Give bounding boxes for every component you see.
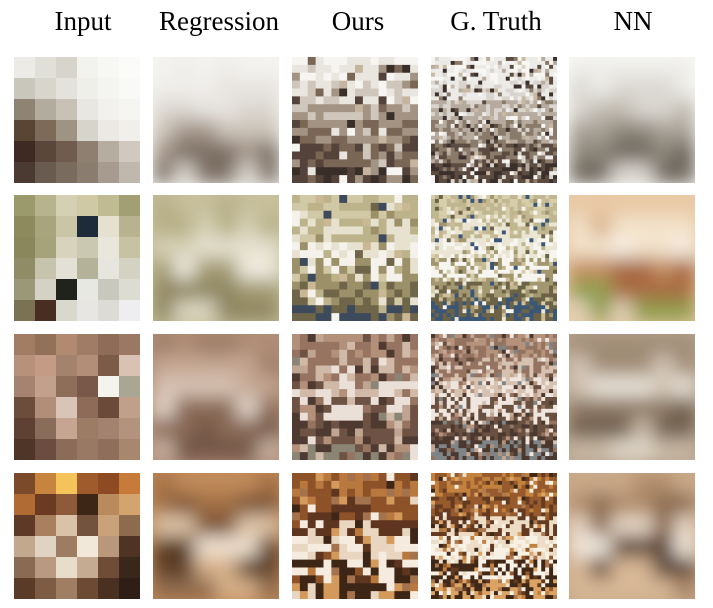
image-ground-truth-row-2 [431, 195, 557, 321]
image-input-row-3 [14, 334, 140, 460]
image-ours-row-2 [292, 195, 418, 321]
image-input-row-1 [14, 57, 140, 183]
column-header-ground-truth: G. Truth [450, 6, 542, 36]
image-nn-row-4 [569, 473, 695, 599]
image-nn-row-1 [569, 57, 695, 183]
image-input-row-2 [14, 195, 140, 321]
image-ours-row-1 [292, 57, 418, 183]
image-ground-truth-row-3 [431, 334, 557, 460]
image-nn-row-2 [569, 195, 695, 321]
column-header-input: Input [54, 6, 112, 36]
image-nn-row-3 [569, 334, 695, 460]
image-ours-row-3 [292, 334, 418, 460]
image-input-row-4 [14, 473, 140, 599]
image-regression-row-2 [153, 195, 279, 321]
image-regression-row-4 [153, 473, 279, 599]
image-ground-truth-row-4 [431, 473, 557, 599]
column-header-ours: Ours [331, 6, 385, 36]
image-ours-row-4 [292, 473, 418, 599]
image-regression-row-1 [153, 57, 279, 183]
image-ground-truth-row-1 [431, 57, 557, 183]
image-regression-row-3 [153, 334, 279, 460]
column-header-regression: Regression [159, 6, 279, 36]
column-header-nn: NN [613, 6, 653, 36]
